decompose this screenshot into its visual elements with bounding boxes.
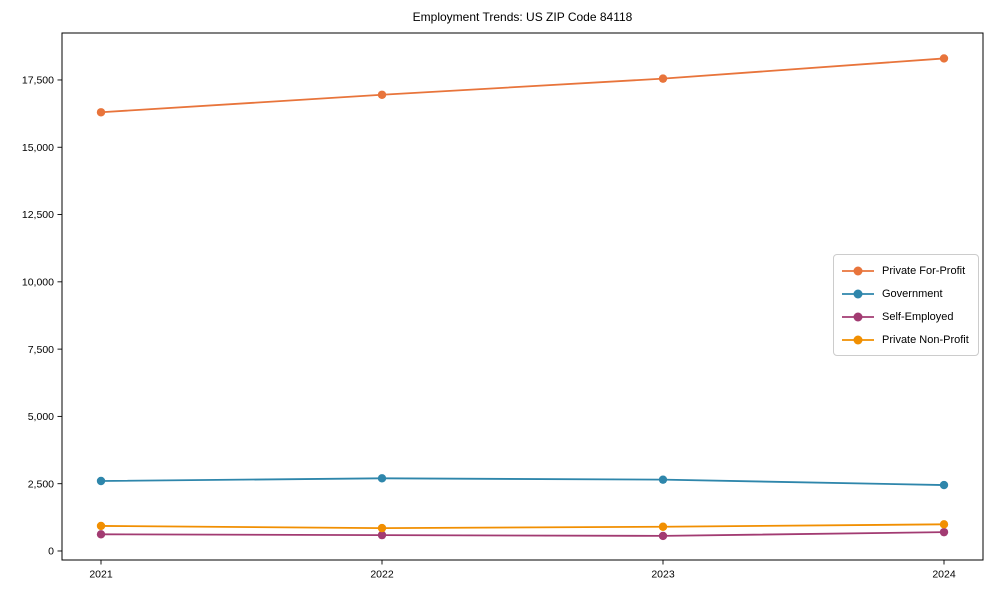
data-point-private-for-profit — [939, 54, 949, 63]
data-point-government — [96, 476, 106, 486]
plot-frame — [61, 32, 984, 561]
legend-item-private-for-profit: Private For-Profit — [842, 262, 970, 279]
y-tick-label: 12,500 — [22, 209, 54, 221]
y-tick-label: 0 — [48, 546, 54, 558]
series-line-private-non-profit — [100, 523, 945, 530]
x-tick-label: 2021 — [89, 569, 113, 581]
x-tick-label: 2022 — [370, 569, 394, 581]
data-point-private-non-profit — [377, 523, 387, 533]
legend-label: Private For-Profit — [882, 264, 966, 277]
data-point-private-non-profit — [96, 521, 106, 531]
legend-marker-icon — [842, 335, 874, 344]
y-tick-label: 2,500 — [28, 478, 54, 490]
data-point-private-for-profit — [96, 108, 106, 117]
y-tick-label: 10,000 — [22, 277, 54, 289]
legend: Private For-Profit Government Self-Employe… — [833, 254, 979, 356]
legend-marker-icon — [842, 312, 874, 321]
data-point-government — [377, 474, 387, 483]
y-tick-label: 5,000 — [28, 411, 54, 423]
legend-label: Self-Employed — [882, 310, 954, 323]
data-point-private-non-profit — [658, 522, 668, 531]
legend-label: Government — [882, 287, 943, 300]
series-line-government — [100, 477, 945, 486]
data-point-self-employed — [96, 530, 106, 539]
y-tick-label: 7,500 — [28, 344, 54, 356]
data-point-self-employed — [939, 527, 949, 537]
data-point-private-non-profit — [939, 520, 949, 529]
y-tick-label: 15,000 — [22, 142, 54, 154]
legend-marker-icon — [842, 289, 874, 298]
chart-title: Employment Trends: US ZIP Code 84118 — [412, 10, 633, 24]
y-tick-label: 17,500 — [22, 75, 54, 87]
legend-item-self-employed: Self-Employed — [842, 308, 970, 325]
data-point-government — [658, 475, 668, 484]
x-tick-label: 2023 — [651, 569, 675, 581]
x-tick-label: 2024 — [932, 569, 956, 581]
legend-item-government: Government — [842, 285, 970, 302]
legend-marker-icon — [842, 266, 874, 275]
data-point-private-for-profit — [377, 90, 387, 99]
legend-item-private-non-profit: Private Non-Profit — [842, 331, 970, 348]
series-line-private-for-profit — [100, 57, 945, 114]
data-point-self-employed — [658, 531, 668, 541]
series-line-self-employed — [100, 531, 945, 537]
legend-label: Private Non-Profit — [882, 333, 969, 346]
data-point-government — [939, 480, 949, 490]
data-point-self-employed — [377, 530, 387, 540]
data-point-private-for-profit — [658, 74, 668, 83]
